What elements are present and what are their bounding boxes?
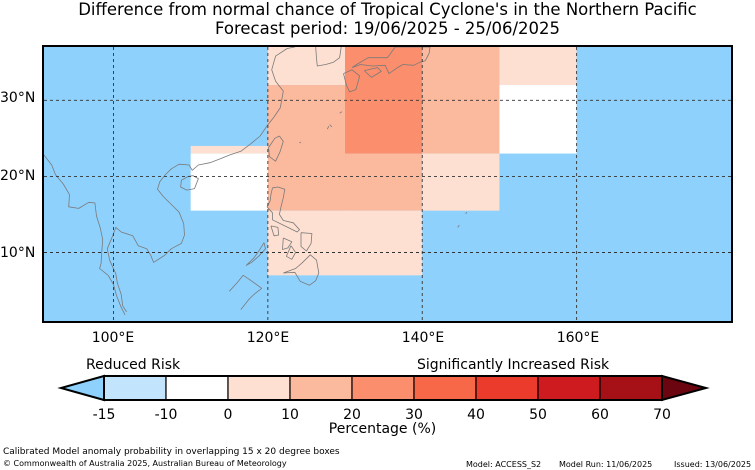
colorbar-tick-label: 40: [467, 407, 485, 423]
lat-label-20n: 20°N: [0, 168, 36, 184]
colorbar-tick-label: -10: [154, 407, 178, 423]
lat-label-10n: 10°N: [0, 245, 36, 261]
map-title: Difference from normal chance of Tropica…: [78, 0, 697, 19]
colorbar-title: Percentage (%): [328, 421, 437, 437]
anomaly-cell-9: [499, 47, 577, 86]
coastline-6: [300, 232, 313, 252]
colorbar-segment-5: [413, 375, 477, 401]
anomaly-cell-5: [422, 153, 500, 211]
colorbar-outline: [103, 375, 663, 401]
colorbar-tick-label: 30: [405, 407, 423, 423]
anomaly-cell-10: [499, 85, 577, 154]
colorbar-tick-label: 60: [591, 407, 609, 423]
coastline-8: [286, 245, 296, 260]
colorbar-tick-label: 20: [343, 407, 361, 423]
coastline-5: [270, 225, 280, 237]
coastline-1: [44, 154, 126, 316]
lon-label-160e: 160°E: [556, 330, 600, 346]
coastline-9: [245, 242, 266, 266]
coastline-7: [282, 237, 293, 250]
colorbar-tick-label: 0: [223, 407, 233, 423]
coastline-20: [457, 224, 460, 228]
anomaly-cell-7: [190, 153, 268, 211]
footer-model-run: Model Run: 11/06/2025: [559, 460, 653, 469]
coastline-14: [364, 67, 382, 78]
colorbar-segment-3: [289, 375, 353, 401]
anomaly-cell-6: [190, 145, 268, 154]
colorbar-segment-8: [599, 375, 663, 401]
anomaly-cell-0: [267, 47, 346, 86]
footer-note: Calibrated Model anomaly probability in …: [3, 447, 340, 457]
coastline-0: [106, 47, 295, 313]
coastline-2: [268, 135, 284, 162]
anomaly-cell-1: [267, 85, 346, 211]
colorbar-tick-label: 50: [529, 407, 547, 423]
map-panel: [42, 45, 733, 323]
coastline-16: [329, 124, 333, 128]
coastline-12: [315, 47, 342, 67]
anomaly-cell-8: [267, 210, 423, 276]
reduced-risk-label: Reduced Risk: [86, 357, 181, 373]
colorbar-over-arrow: [661, 374, 710, 402]
colorbar-segment-0: [103, 375, 167, 401]
footer-issued: Issued: 13/06/2025: [674, 460, 752, 469]
colorbar: [57, 374, 710, 402]
colorbar-segment-1: [165, 375, 229, 401]
colorbar-segment-4: [351, 375, 415, 401]
coastline-17: [326, 126, 330, 130]
lat-label-30n: 30°N: [0, 90, 36, 106]
coastline-13: [343, 69, 361, 93]
coastline-19: [299, 141, 302, 144]
coastline-18: [339, 111, 343, 114]
forecast-period: Forecast period: 19/06/2025 - 25/06/2025: [214, 19, 561, 38]
coastline-3: [180, 175, 199, 191]
lon-label-120e: 120°E: [246, 330, 290, 346]
footer-copyright: © Commonwealth of Australia 2025, Austra…: [3, 459, 287, 468]
footer-model: Model: ACCESS_S2: [466, 460, 542, 469]
colorbar-segment-6: [475, 375, 539, 401]
coastline-11: [229, 274, 263, 310]
lon-label-100e: 100°E: [91, 330, 135, 346]
coastline-15: [351, 47, 431, 74]
map-canvas: [44, 47, 731, 321]
colorbar-segment-7: [537, 375, 601, 401]
colorbar-under-arrow: [57, 374, 105, 402]
increased-risk-label: Significantly Increased Risk: [417, 357, 610, 373]
anomaly-cell-4: [345, 153, 423, 211]
coastline-21: [465, 211, 468, 214]
colorbar-tick-label: -15: [92, 407, 116, 423]
coastline-10: [283, 254, 320, 286]
colorbar-tick-label: 70: [653, 407, 671, 423]
lon-label-140e: 140°E: [401, 330, 445, 346]
colorbar-segment-2: [227, 375, 291, 401]
colorbar-tick-label: 10: [281, 407, 299, 423]
